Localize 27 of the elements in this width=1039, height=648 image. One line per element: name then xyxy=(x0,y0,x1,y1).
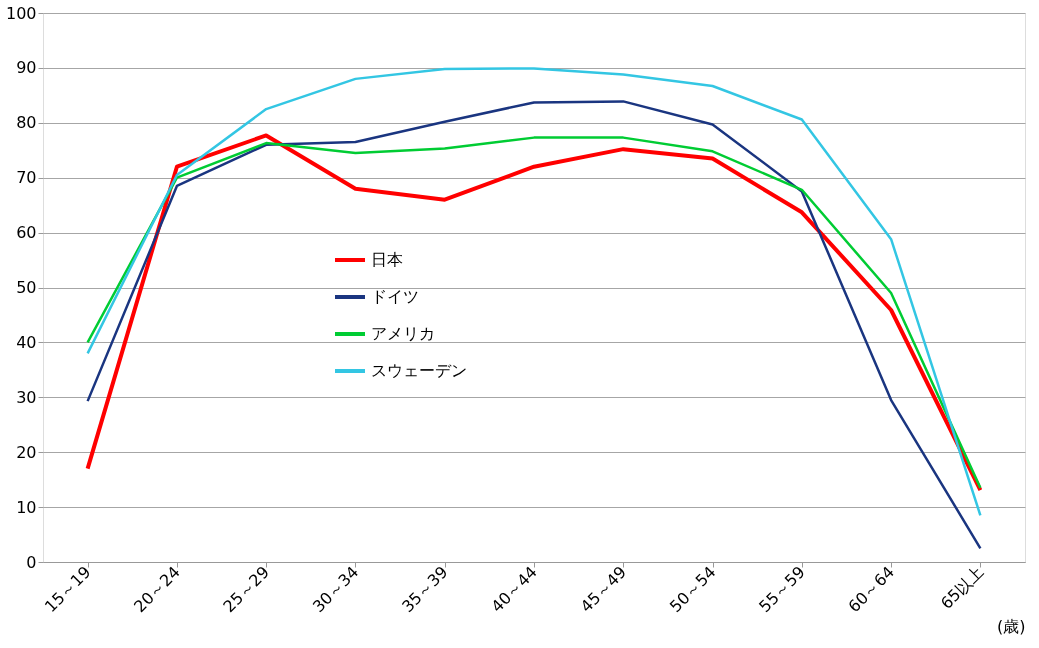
y-tick-label: 20 xyxy=(16,442,37,462)
x-tick-label: 65以上 xyxy=(936,562,988,613)
x-axis-title: (歳) xyxy=(997,617,1026,637)
x-tick-label: 30～34 xyxy=(308,562,363,616)
y-tick-label: 90 xyxy=(16,58,37,78)
y-tick-label: 70 xyxy=(16,168,37,188)
y-tick-label: 50 xyxy=(16,278,37,297)
x-tick-label: 55～59 xyxy=(755,562,809,616)
y-tick-label: 40 xyxy=(16,332,37,352)
x-tick-label: 40～44 xyxy=(487,562,541,616)
y-tick-label: 80 xyxy=(16,113,37,133)
x-tick-label: 50～54 xyxy=(665,562,720,616)
legend-label: アメリカ xyxy=(371,324,435,343)
y-tick-label: 10 xyxy=(16,497,37,517)
x-tick-label: 35～39 xyxy=(398,562,452,616)
x-tick-label: 60～64 xyxy=(844,562,898,616)
y-tick-label: 0 xyxy=(26,552,37,572)
y-tick-label: 30 xyxy=(16,387,37,407)
x-tick-label: 15～19 xyxy=(40,562,95,616)
legend-label: 日本 xyxy=(371,250,403,269)
y-tick-label: 60 xyxy=(16,223,37,243)
y-tick-label: 100 xyxy=(5,3,37,23)
legend-label: ドイツ xyxy=(371,287,419,306)
x-tick-label: 45～49 xyxy=(576,562,631,616)
x-tick-label: 25～29 xyxy=(219,562,274,616)
legend-label: スウェーデン xyxy=(371,361,467,380)
x-tick-label: 20～24 xyxy=(130,562,184,616)
